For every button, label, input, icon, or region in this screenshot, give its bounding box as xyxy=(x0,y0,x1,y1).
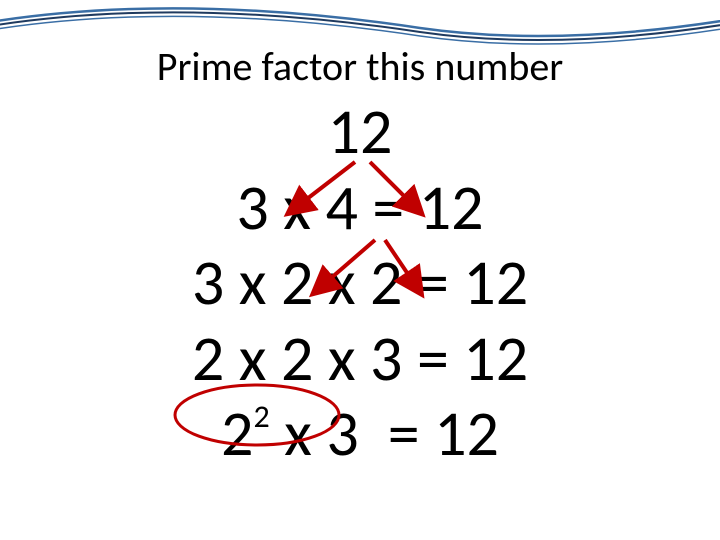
slide-content: 12 3 x 4 = 12 3 x 2 x 2 = 12 2 x 2 x 3 =… xyxy=(0,95,720,473)
exp-superscript: 2 xyxy=(253,397,269,436)
factor-line-4: 22 x 3 = 12 xyxy=(0,397,720,473)
factor-line-1: 3 x 4 = 12 xyxy=(0,171,720,247)
factor-line-3: 2 x 2 x 3 = 12 xyxy=(0,322,720,398)
factor-line-2: 3 x 2 x 2 = 12 xyxy=(0,246,720,322)
exp-base: 2 xyxy=(221,395,253,473)
number-line: 12 xyxy=(0,95,720,171)
slide-title: Prime factor this number xyxy=(0,42,720,91)
line4-rest: x 3 = 12 xyxy=(270,395,499,473)
